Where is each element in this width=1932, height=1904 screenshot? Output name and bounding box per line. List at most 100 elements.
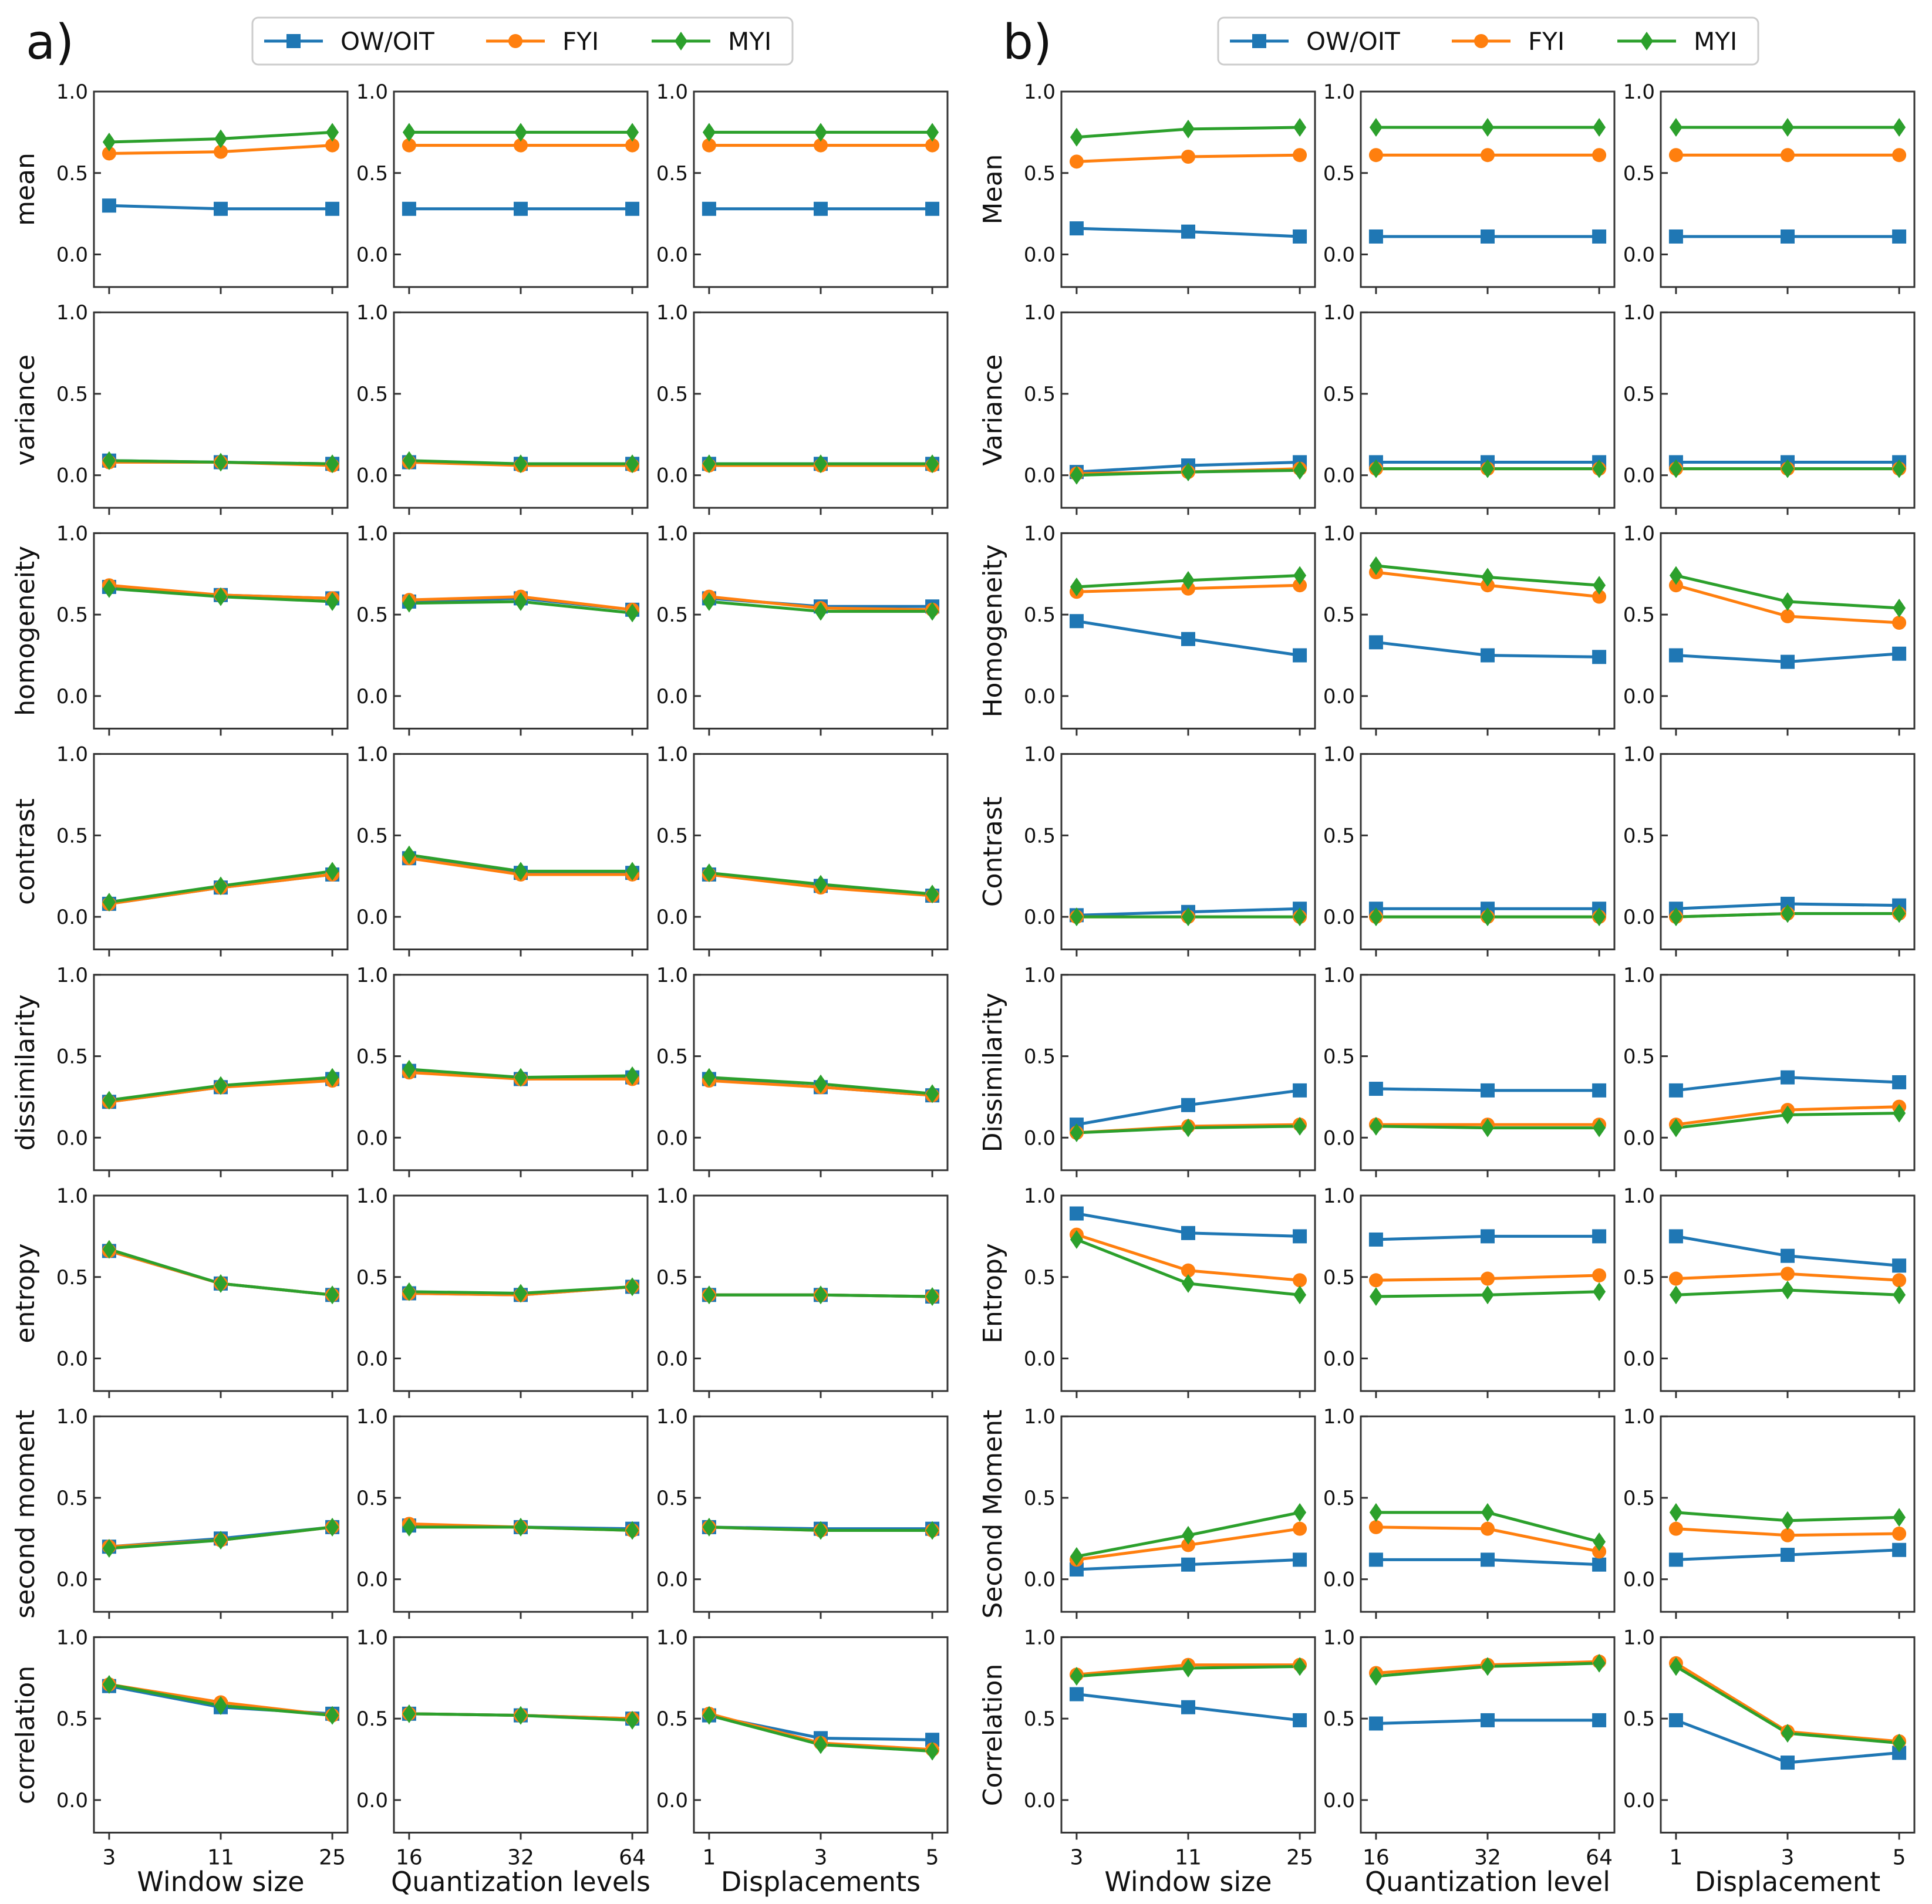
data-point-fyi: [1592, 1544, 1607, 1559]
subplot-a-entropy-col2: 0.0 0.5 1.0: [356, 1184, 649, 1398]
y-tick-label: 0.5: [56, 1266, 88, 1289]
data-point-myi: [102, 1240, 116, 1259]
data-point-ow-oit: [1069, 1206, 1084, 1221]
data-point-ow-oit: [1293, 1083, 1307, 1098]
data-point-myi: [1293, 1285, 1307, 1305]
data-point-myi: [1893, 1508, 1906, 1527]
data-point-myi: [514, 1068, 527, 1087]
y-tick-label: 1.0: [1024, 522, 1056, 545]
y-tick-label: 1.0: [1323, 1184, 1355, 1208]
data-point-ow-oit: [1592, 229, 1607, 244]
y-tick-label: 1.0: [1623, 1405, 1655, 1429]
y-tick-label: 0.0: [356, 685, 388, 708]
data-point-myi: [514, 1284, 527, 1303]
data-point-fyi: [925, 138, 940, 153]
data-point-fyi: [1368, 1520, 1383, 1534]
x-tick-label: 25: [319, 1845, 346, 1869]
data-point-myi: [326, 1517, 339, 1537]
data-point-myi: [402, 451, 416, 470]
y-tick-label: 0.0: [356, 1789, 388, 1812]
data-point-myi: [214, 876, 227, 896]
data-point-ow-oit: [1892, 646, 1907, 661]
data-point-ow-oit: [1181, 224, 1195, 239]
data-point-ow-oit: [1892, 229, 1907, 244]
data-point-fyi: [1181, 1538, 1195, 1552]
data-point-ow-oit: [1668, 229, 1683, 244]
data-point-myi: [1070, 1230, 1083, 1249]
data-point-ow-oit: [1481, 1552, 1495, 1567]
data-point-myi: [814, 454, 827, 474]
data-point-myi: [1781, 1511, 1794, 1530]
y-tick-label: 1.0: [1323, 964, 1355, 987]
y-tick-label: 0.0: [1323, 1568, 1355, 1592]
data-point-myi: [102, 579, 116, 598]
y-tick-label: 0.5: [56, 1045, 88, 1069]
legend-label-ow-oit: OW/OIT: [1306, 27, 1400, 56]
data-point-myi: [402, 845, 416, 865]
y-tick-label: 0.0: [56, 1789, 88, 1812]
y-tick-label: 0.5: [1024, 1707, 1056, 1731]
data-point-fyi: [1892, 148, 1907, 163]
subplot-a-variance-col3: 0.0 0.5 1.0: [656, 301, 949, 515]
data-point-fyi: [1293, 578, 1307, 593]
data-point-ow-oit: [1481, 229, 1495, 244]
row-ylabel-a-entropy: entropy: [11, 1243, 41, 1343]
y-tick-label: 1.0: [356, 301, 388, 325]
data-point-myi: [1293, 566, 1307, 585]
data-point-myi: [626, 123, 639, 142]
subplot-b-mean-col1: 0.0 0.5 1.0: [1024, 80, 1316, 294]
data-point-ow-oit: [1181, 1700, 1195, 1714]
y-tick-label: 1.0: [1323, 522, 1355, 545]
x-tick-label: 5: [1893, 1845, 1906, 1869]
column-xlabel-b-3: Displacement: [1695, 1866, 1880, 1898]
panel-label-a: a): [26, 15, 74, 70]
panel-label-b: b): [1003, 15, 1052, 70]
legend-marker-ow-oit: [1252, 34, 1266, 48]
data-point-fyi: [1668, 148, 1683, 163]
y-tick-label: 0.0: [1024, 1789, 1056, 1812]
row-ylabel-b-mean: Mean: [978, 154, 1008, 225]
y-tick-label: 1.0: [656, 1184, 688, 1208]
data-point-myi: [1070, 907, 1083, 927]
legend-marker-myi: [675, 32, 687, 50]
data-point-myi: [1369, 118, 1383, 137]
y-tick-label: 0.5: [1623, 162, 1655, 185]
data-point-fyi: [1368, 148, 1383, 163]
data-point-myi: [1481, 1118, 1494, 1137]
column-xlabel-b-2: Quantization level: [1365, 1866, 1610, 1898]
y-tick-label: 0.5: [56, 383, 88, 406]
y-tick-label: 0.5: [356, 824, 388, 848]
y-tick-label: 0.0: [1323, 1126, 1355, 1150]
data-point-myi: [1669, 1657, 1683, 1676]
legend-label-myi: MYI: [728, 27, 771, 56]
subplot-b-dissimilarity-col1: 0.0 0.5 1.0: [1024, 964, 1316, 1177]
data-point-ow-oit: [402, 201, 416, 216]
subplot-a-dissimilarity-col3: 0.0 0.5 1.0: [656, 964, 949, 1177]
data-point-ow-oit: [1668, 1229, 1683, 1244]
y-tick-label: 0.0: [656, 1789, 688, 1812]
data-point-ow-oit: [1181, 1098, 1195, 1112]
data-point-ow-oit: [1368, 1232, 1383, 1247]
data-point-ow-oit: [1481, 1083, 1495, 1098]
data-point-myi: [326, 1706, 339, 1725]
y-tick-label: 0.5: [1323, 383, 1355, 406]
subplot-b-contrast-col2: 0.0 0.5 1.0: [1323, 743, 1616, 957]
y-tick-label: 1.0: [656, 964, 688, 987]
row-ylabel-a-homogeneity: homogeneity: [11, 546, 41, 716]
data-point-ow-oit: [214, 201, 228, 216]
data-point-myi: [1893, 459, 1906, 478]
data-point-myi: [1669, 1503, 1683, 1522]
data-point-myi: [402, 1059, 416, 1079]
data-point-myi: [702, 1068, 716, 1087]
data-point-myi: [1070, 127, 1083, 147]
data-point-myi: [702, 123, 716, 142]
x-tick-label: 25: [1286, 1845, 1313, 1869]
data-point-myi: [1293, 907, 1307, 927]
data-point-myi: [926, 454, 939, 474]
data-point-fyi: [1668, 1271, 1683, 1286]
y-tick-label: 0.0: [1623, 906, 1655, 929]
y-tick-label: 0.0: [1323, 464, 1355, 488]
y-tick-label: 1.0: [356, 80, 388, 104]
